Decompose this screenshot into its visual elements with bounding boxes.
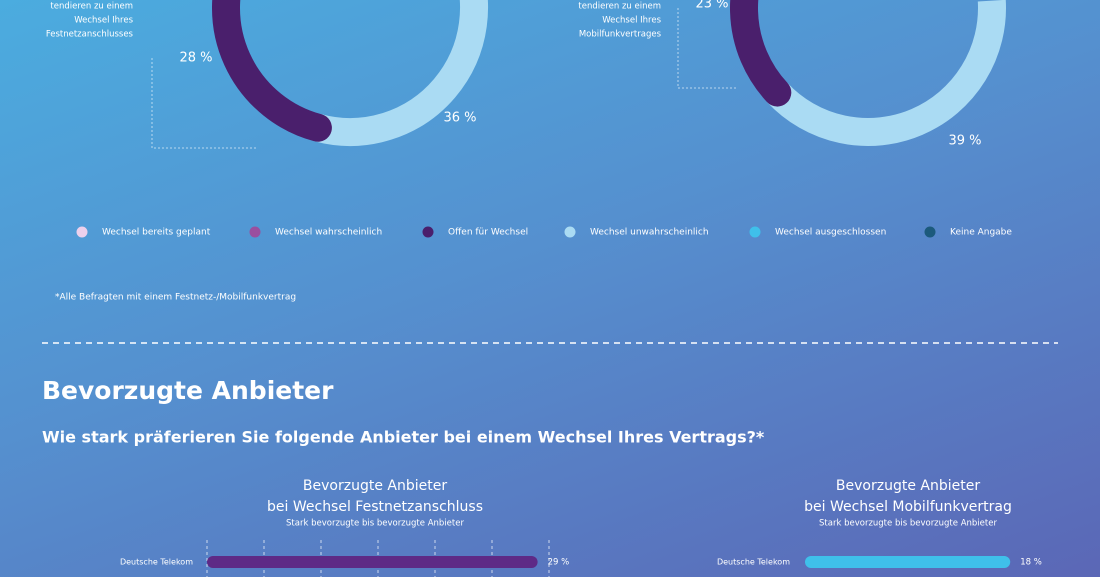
legend-swatch <box>749 226 761 238</box>
bar-chart-subtitle: Stark bevorzugte bis bevorzugte Anbieter <box>286 519 464 529</box>
section-title: Bevorzugte Anbieter <box>42 376 334 405</box>
bar-value-label: 29 % <box>548 558 570 568</box>
bracket <box>151 58 258 149</box>
legend-swatch <box>422 226 434 238</box>
bar <box>207 556 538 568</box>
donut-value-label: 28 % <box>179 51 212 66</box>
donut-caption: Mobilfunkvertrages <box>579 30 662 40</box>
bar-chart-title: bei Wechsel Festnetzanschluss <box>267 499 483 515</box>
legend-label: Keine Angabe <box>950 228 1012 238</box>
category-label: Deutsche Telekom <box>120 558 193 567</box>
bar-chart-title: Bevorzugte Anbieter <box>836 478 980 494</box>
bracket <box>677 8 738 89</box>
donut-value-label: 36 % <box>443 111 476 126</box>
donut-caption: tendieren zu einem <box>50 2 133 12</box>
legend-label: Wechsel unwahrscheinlich <box>590 228 709 238</box>
legend-swatch <box>249 226 261 238</box>
bar-chart-title: Bevorzugte Anbieter <box>303 478 447 494</box>
donut-value-label: 39 % <box>948 134 981 149</box>
bar-chart-subtitle: Stark bevorzugte bis bevorzugte Anbieter <box>819 519 997 529</box>
category-label: Deutsche Telekom <box>717 558 790 567</box>
donut-caption: Wechsel Ihres <box>602 16 661 26</box>
donut-caption: Festnetzanschlusses <box>46 30 134 40</box>
bar-value-label: 18 % <box>1020 558 1042 568</box>
donut-segment <box>767 0 1006 146</box>
legend-label: Wechsel bereits geplant <box>102 228 211 238</box>
donut-caption: tendieren zu einem <box>578 2 661 12</box>
legend-label: Wechsel wahrscheinlich <box>275 228 382 238</box>
question: Wie stark präferieren Sie folgende Anbie… <box>42 428 765 447</box>
legend-label: Wechsel ausgeschlossen <box>775 228 886 238</box>
legend-label: Offen für Wechsel <box>448 228 528 238</box>
legend-swatch <box>76 226 88 238</box>
donut-value-label: 23 % <box>695 0 728 12</box>
footnote: *Alle Befragten mit einem Festnetz-/Mobi… <box>55 293 296 303</box>
legend-swatch <box>924 226 936 238</box>
donut-segment <box>212 0 332 142</box>
bar-chart-title: bei Wechsel Mobilfunkvertrag <box>804 499 1012 515</box>
donut-caption: Wechsel Ihres <box>74 16 133 26</box>
bar <box>805 556 1011 568</box>
donut-segment <box>314 0 488 146</box>
legend-swatch <box>564 226 576 238</box>
donut-segment <box>730 0 792 107</box>
